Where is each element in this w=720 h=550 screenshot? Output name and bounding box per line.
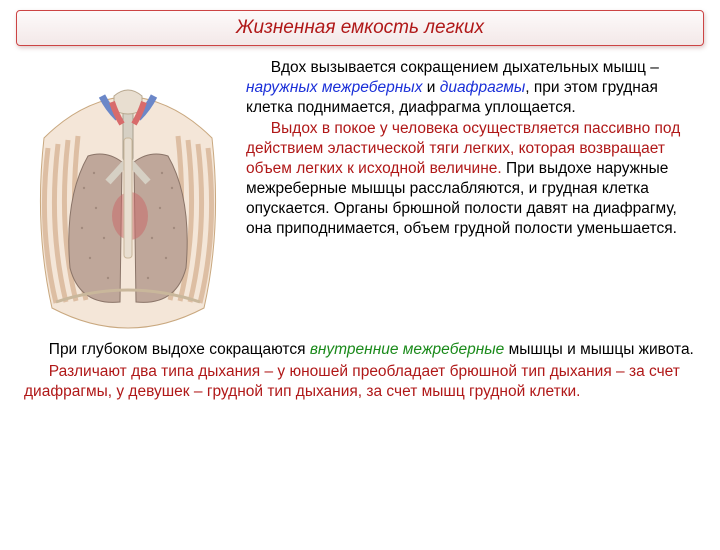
p3-run-b: мышцы и мышцы живота. [504,341,694,358]
paragraph-2: Выдох в покое у человека осуществляется … [246,119,702,238]
p3-run-a: При глубоком выдохе сокращаются [49,341,310,358]
paragraph-1: Вдох вызывается сокращением дыхательных … [246,58,702,117]
slide-title: Жизненная емкость легких [236,17,484,38]
lungs-svg [24,78,232,338]
lungs-illustration [24,58,232,338]
p1-blue-1: наружных межреберных [246,79,422,96]
content-row: Вдох вызывается сокращением дыхательных … [0,54,720,338]
lower-text: При глубоком выдохе сокращаются внутренн… [0,338,720,401]
paragraph-4: Различают два типа дыхания – у юношей пр… [24,362,702,402]
paragraph-3: При глубоком выдохе сокращаются внутренн… [24,340,702,360]
p4-red: Различают два типа дыхания – у юношей пр… [24,363,680,400]
p1-blue-2: диафрагмы [440,79,526,96]
p3-green: внутренние межреберные [310,341,504,358]
p1-run-a: Вдох вызывается сокращением дыхательных … [271,59,659,76]
slide-title-bar: Жизненная емкость легких [16,10,704,46]
p1-run-b: и [422,79,439,96]
text-column: Вдох вызывается сокращением дыхательных … [246,58,702,338]
